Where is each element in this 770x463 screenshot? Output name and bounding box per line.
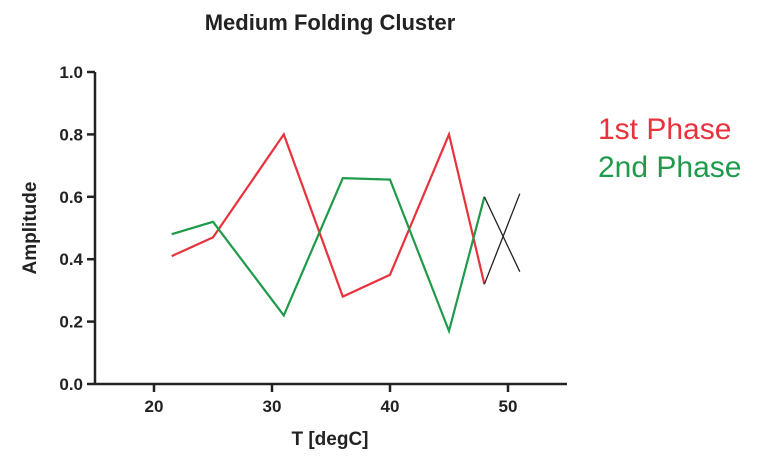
x-tick-label: 50: [499, 397, 518, 416]
series-layer: [171, 130, 521, 335]
y-tick-label: 0.6: [59, 188, 83, 207]
y-tick-label: 0.4: [59, 250, 83, 269]
x-axis-label: T [degC]: [291, 429, 368, 450]
legend-1st-phase: 1st Phase: [598, 113, 731, 146]
y-axis-label: Amplitude: [20, 182, 41, 275]
legend: 1st Phase 2nd Phase: [598, 113, 741, 184]
x-tick-label: 20: [145, 397, 164, 416]
x-tick-label: 30: [263, 397, 282, 416]
y-tick-label: 1.0: [59, 63, 83, 82]
axes: 0.0 0.2 0.4 0.6 0.8 1.0 20 30 40 50: [59, 63, 567, 416]
series-line-1st-phase: [171, 130, 486, 299]
series-line-2nd-phase: [171, 176, 486, 335]
series-line-2: [483, 193, 521, 285]
y-tick-label: 0.0: [59, 375, 83, 394]
x-tick-label: 40: [381, 397, 400, 416]
legend-2nd-phase: 2nd Phase: [598, 151, 741, 184]
y-tick-label: 0.2: [59, 313, 83, 332]
series-line-3: [483, 196, 521, 272]
chart-title: Medium Folding Cluster: [205, 10, 456, 35]
y-tick-label: 0.8: [59, 125, 83, 144]
